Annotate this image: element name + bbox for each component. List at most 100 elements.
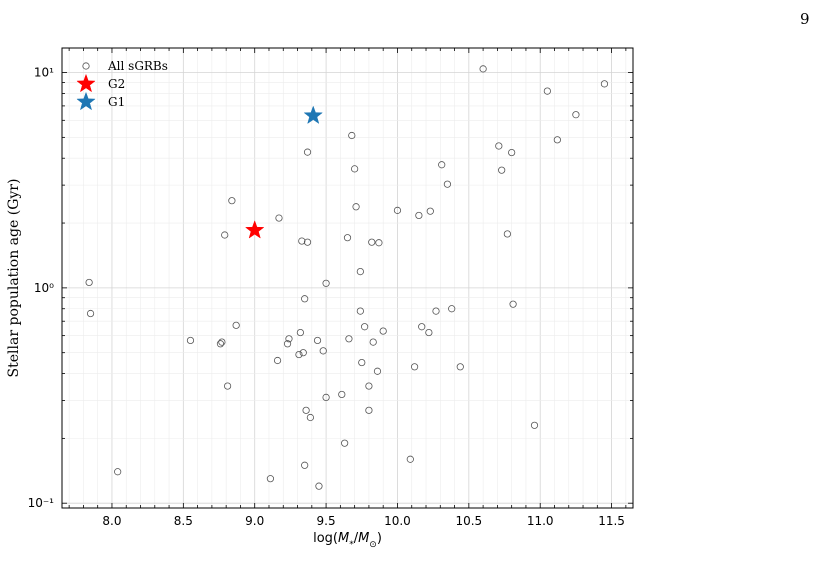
sgrb-point	[356, 268, 364, 276]
sgrb-point	[361, 323, 369, 331]
sgrb-point	[600, 80, 609, 88]
sgrb-point	[365, 382, 373, 390]
sgrb-point	[365, 406, 373, 414]
x-axis-label: log(M*/M⊙)	[313, 531, 382, 550]
sgrb-point	[114, 468, 122, 476]
star-marker-g2	[244, 220, 265, 239]
sgrb-point	[543, 87, 551, 95]
sgrb-point	[315, 482, 323, 490]
sgrb-point	[218, 338, 226, 346]
sgrb-point	[495, 142, 503, 150]
sgrb-point	[348, 131, 356, 140]
sgrb-point	[503, 230, 511, 238]
sgrb-point	[375, 239, 383, 247]
legend-marker-g1	[76, 91, 96, 111]
sgrb-point	[301, 295, 309, 303]
sgrb-point	[86, 309, 95, 318]
sgrb-point	[415, 211, 423, 220]
sgrb-point	[509, 300, 517, 308]
sgrb-point	[356, 307, 364, 315]
legend-label: G2	[108, 77, 125, 91]
x-tick-label: 10.0	[384, 514, 411, 528]
x-tick-label: 9.0	[245, 514, 264, 528]
sgrb-point	[358, 358, 366, 367]
sgrb-point	[313, 336, 322, 345]
sgrb-point	[426, 207, 434, 215]
sgrb-point	[530, 421, 539, 429]
legend-label: G1	[108, 95, 125, 109]
sgrb-point	[223, 382, 232, 390]
sgrb-point	[283, 340, 292, 348]
sgrb-point	[572, 111, 580, 119]
sgrb-point	[406, 455, 414, 463]
sgrb-point	[303, 238, 312, 246]
sgrb-point	[341, 439, 349, 447]
sgrb-point	[319, 347, 327, 355]
sgrb-point	[410, 363, 419, 371]
sgrb-point	[228, 197, 236, 205]
sgrb-point	[373, 367, 382, 375]
legend: All sGRBs G2 G1	[76, 59, 168, 111]
sgrb-point	[306, 413, 314, 422]
sgrb-point	[345, 335, 353, 343]
y-axis-label: Stellar population age (Gyr)	[6, 179, 22, 378]
plot-frame	[61, 47, 634, 509]
sgrb-point	[352, 203, 360, 211]
sgrb-point	[379, 327, 387, 335]
sgrb-point	[216, 340, 225, 348]
x-tick-label: 10.5	[455, 514, 482, 528]
sgrb-point	[296, 328, 304, 337]
sgrb-point	[479, 65, 487, 73]
sgrb-point	[418, 323, 426, 331]
grid-lines	[62, 48, 633, 508]
y-tick-labels: 10⁻¹ 10⁰ 10¹	[28, 66, 55, 511]
page-number: 9	[800, 10, 810, 28]
sgrb-point	[425, 328, 433, 337]
sgrb-point	[498, 166, 506, 174]
sgrb-point	[273, 356, 282, 365]
sgrb-point	[393, 206, 402, 214]
sgrb-point	[369, 338, 377, 346]
sgrb-point	[432, 307, 440, 315]
x-tick-label: 9.5	[317, 514, 336, 528]
sgrb-point	[351, 165, 359, 173]
x-tick-label: 11.5	[598, 514, 625, 528]
sgrb-point	[285, 335, 293, 343]
sgrb-point	[553, 136, 561, 144]
sgrb-point	[322, 279, 330, 287]
sgrb-point	[368, 238, 376, 246]
sgrb-point	[85, 278, 93, 287]
sgrb-point	[301, 461, 309, 469]
legend-label: All sGRBs	[107, 59, 168, 73]
sgrb-point	[295, 350, 303, 359]
sgrb-point	[232, 321, 240, 329]
sgrb-point	[186, 336, 195, 345]
x-tick-label: 8.0	[102, 514, 121, 528]
sgrb-point	[299, 349, 307, 357]
sgrb-point	[302, 406, 310, 414]
data-points	[85, 65, 609, 490]
sgrb-point	[266, 475, 275, 483]
x-tick-labels: 8.0 8.5 9.0 9.5 10.0 10.5 11.0 11.5	[102, 514, 625, 528]
y-tick-label: 10⁻¹	[28, 496, 55, 510]
sgrb-point	[508, 148, 516, 157]
sgrb-point	[322, 393, 330, 401]
sgrb-point	[221, 231, 229, 239]
sgrb-point	[343, 234, 352, 242]
legend-marker-all-sgrbs	[82, 62, 90, 70]
y-tick-label: 10⁰	[34, 281, 54, 295]
x-tick-label: 11.0	[527, 514, 554, 528]
y-tick-label: 10¹	[34, 66, 54, 80]
sgrb-point	[338, 390, 346, 399]
axis-ticks	[62, 48, 633, 508]
sgrb-point	[456, 363, 464, 371]
sgrb-point	[275, 214, 283, 222]
sgrb-point	[303, 148, 312, 156]
star-marker-g1	[303, 105, 323, 125]
x-tick-label: 8.5	[174, 514, 193, 528]
sgrb-point	[448, 305, 456, 313]
sgrb-point	[438, 161, 446, 169]
sgrb-point	[298, 237, 306, 245]
legend-marker-g2	[76, 73, 96, 93]
